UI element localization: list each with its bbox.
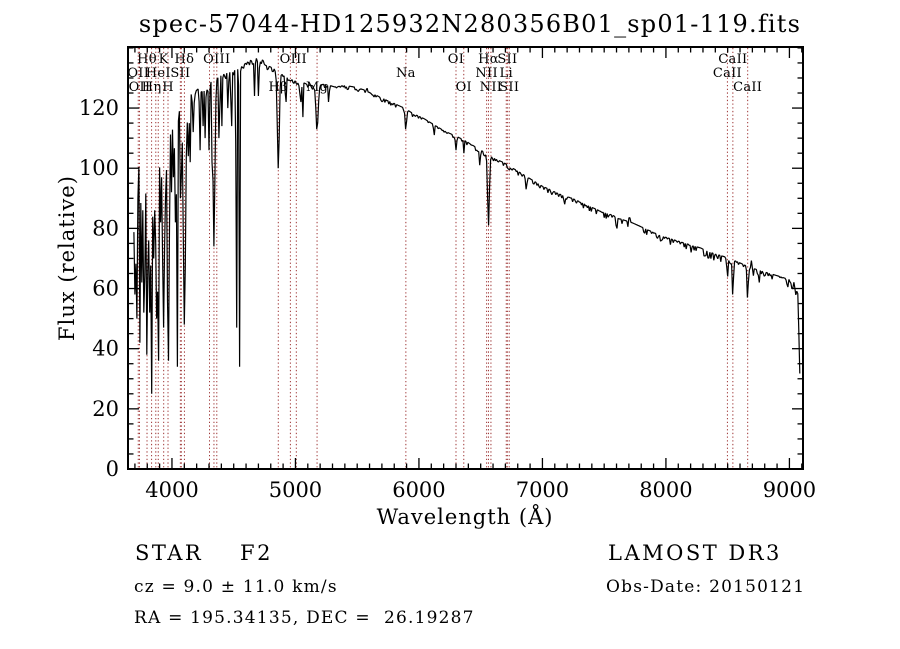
plot-frame [127,46,804,470]
spectral-line-label: NII [480,80,503,95]
spectral-line-label: OIII [280,52,307,67]
y-tick-label: 40 [92,337,119,361]
class-label: STAR [135,541,203,565]
y-tick-label: 100 [79,156,119,180]
radec-line: RA = 195.34135, DEC = 26.19287 [134,608,475,628]
spectral-line-label: K [159,52,169,67]
axes: 4000 5000 6000 7000 8000 9000 0 20 40 60 80 100 120 [79,46,816,502]
y-tick-label: 80 [92,216,119,240]
spectral-line-label: SII [497,52,517,67]
x-tick-label: 5000 [269,478,322,502]
y-axis-title: Flux (relative) [55,175,79,341]
y-tick-label: 120 [79,96,119,120]
spectral-line-markers [137,48,749,468]
spectral-line-label: Hα [478,52,499,67]
x-tick-label: 4000 [145,478,198,502]
survey-label: LAMOST DR3 [608,541,782,565]
spectral-line-label: Hθ [137,52,157,67]
x-tick-label: 8000 [639,478,692,502]
spectral-line-label: Hδ [175,52,195,67]
spectral-line-label: CaII [713,66,742,81]
spectral-line-label: Hβ [269,80,288,95]
spectral-line-label: OIII [203,52,230,67]
x-axis-title: Wavelength (Å) [377,504,554,529]
subclass-label: F2 [240,541,273,565]
x-tick-label: 6000 [392,478,445,502]
spectral-line-label: OI [456,80,472,95]
y-tick-label: 0 [106,457,119,481]
spectral-line-label: Li [500,66,513,81]
spectral-line-label: OII [127,66,149,81]
obsdate-line: Obs-Date: 20150121 [606,577,805,597]
spectrum-path [133,58,801,394]
spectral-line-label: CaII [733,80,762,95]
y-tick-label: 60 [92,277,119,301]
spectral-line-label: SII [499,80,519,95]
spectral-line-label: OII [129,80,151,95]
spectral-line-label: H [162,80,174,95]
cz-line: cz = 9.0 ± 11.0 km/s [134,577,338,597]
spectral-line-label: Hη [142,80,162,95]
spectral-line-label: Mg [306,80,328,95]
spectrum-curve [133,58,801,394]
y-tick-label: 20 [92,397,119,421]
x-tick-label: 7000 [516,478,569,502]
spectral-line-label: NII [475,66,498,81]
x-tick-label: 9000 [763,478,816,502]
spectral-line-label: SII [170,66,190,81]
spectral-line-label: OI [448,52,464,67]
spectral-line-label: CaII [718,52,747,67]
spectral-line-label: Na [396,66,416,81]
plot-title: spec-57044-HD125932N280356B01_sp01-119.f… [139,10,801,38]
spectral-line-label: HeI [146,66,171,81]
